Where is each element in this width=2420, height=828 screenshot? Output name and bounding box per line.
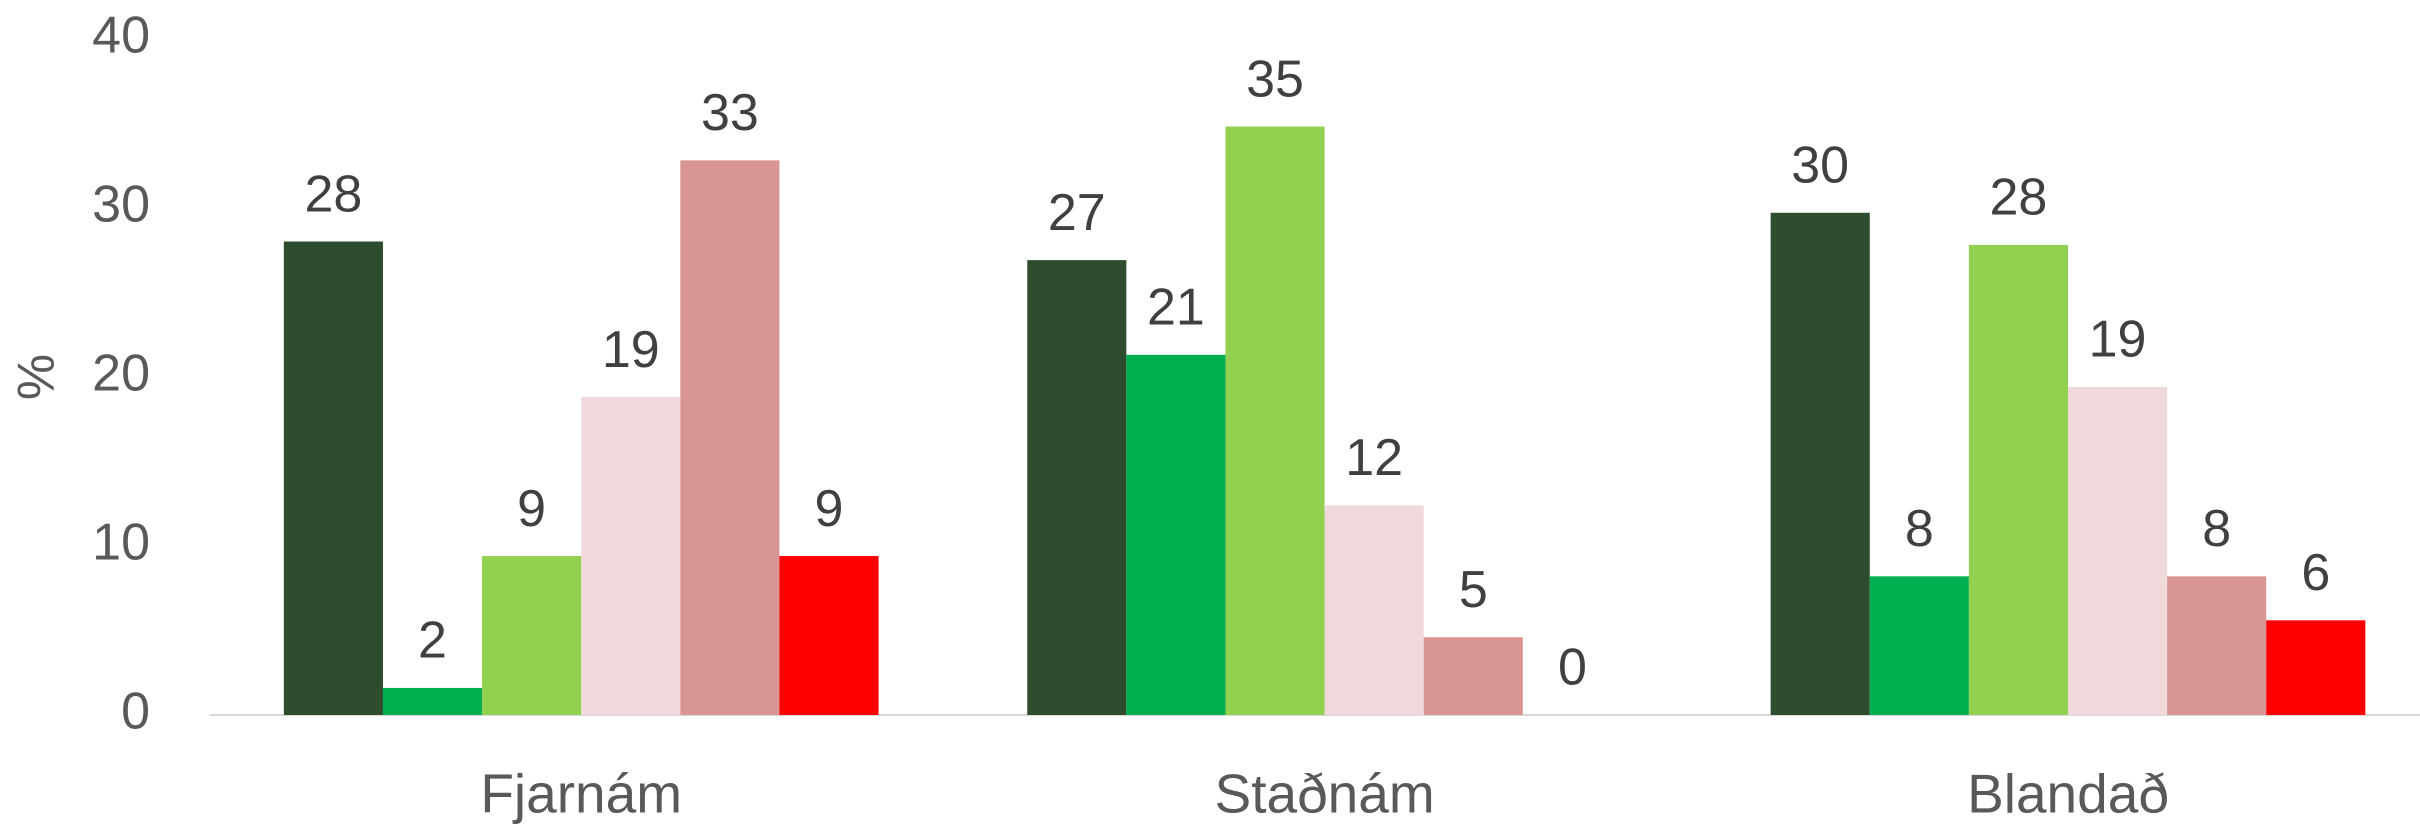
data-label: 21 xyxy=(1147,279,1205,337)
data-label: 6 xyxy=(2301,544,2330,602)
x-tick-label: Fjarnám xyxy=(480,763,682,825)
data-label: 8 xyxy=(1905,500,1934,558)
data-label: 8 xyxy=(2202,500,2231,558)
bar xyxy=(1324,505,1424,715)
data-label: 5 xyxy=(1459,561,1488,619)
bar xyxy=(581,397,681,715)
bar xyxy=(1968,244,2068,716)
bar xyxy=(779,556,879,715)
data-label: 28 xyxy=(1990,169,2048,227)
bar xyxy=(1423,637,1523,715)
bar xyxy=(1770,212,1870,715)
data-label: 19 xyxy=(2089,311,2147,369)
bar xyxy=(2068,386,2168,715)
data-label: 27 xyxy=(1048,184,1106,242)
y-axis-label: % xyxy=(8,354,66,400)
bar xyxy=(482,556,582,715)
bar xyxy=(1869,576,1969,715)
y-tick-label: 20 xyxy=(92,345,150,403)
bar xyxy=(1126,354,1226,715)
data-label: 35 xyxy=(1246,50,1304,108)
data-label: 19 xyxy=(602,321,660,379)
data-label: 9 xyxy=(517,480,546,538)
x-tick-label: Staðnám xyxy=(1215,763,1435,825)
bar xyxy=(1027,260,1127,715)
data-label: 28 xyxy=(304,165,362,223)
bar xyxy=(1225,126,1325,716)
bar xyxy=(2266,620,2366,715)
bar xyxy=(680,160,780,716)
data-label: 30 xyxy=(1791,137,1849,195)
data-label: 9 xyxy=(815,480,844,538)
bar xyxy=(283,241,383,715)
data-label: 33 xyxy=(701,84,759,142)
data-label: 12 xyxy=(1345,429,1403,487)
y-tick-label: 40 xyxy=(92,6,150,64)
x-tick-label: Blandað xyxy=(1967,763,2169,825)
data-label: 0 xyxy=(1558,639,1587,697)
y-tick-label: 0 xyxy=(121,683,150,741)
y-tick-label: 10 xyxy=(92,514,150,572)
bar xyxy=(382,687,483,715)
data-label: 2 xyxy=(418,612,447,670)
bar xyxy=(2167,576,2267,715)
y-tick-label: 30 xyxy=(92,175,150,233)
